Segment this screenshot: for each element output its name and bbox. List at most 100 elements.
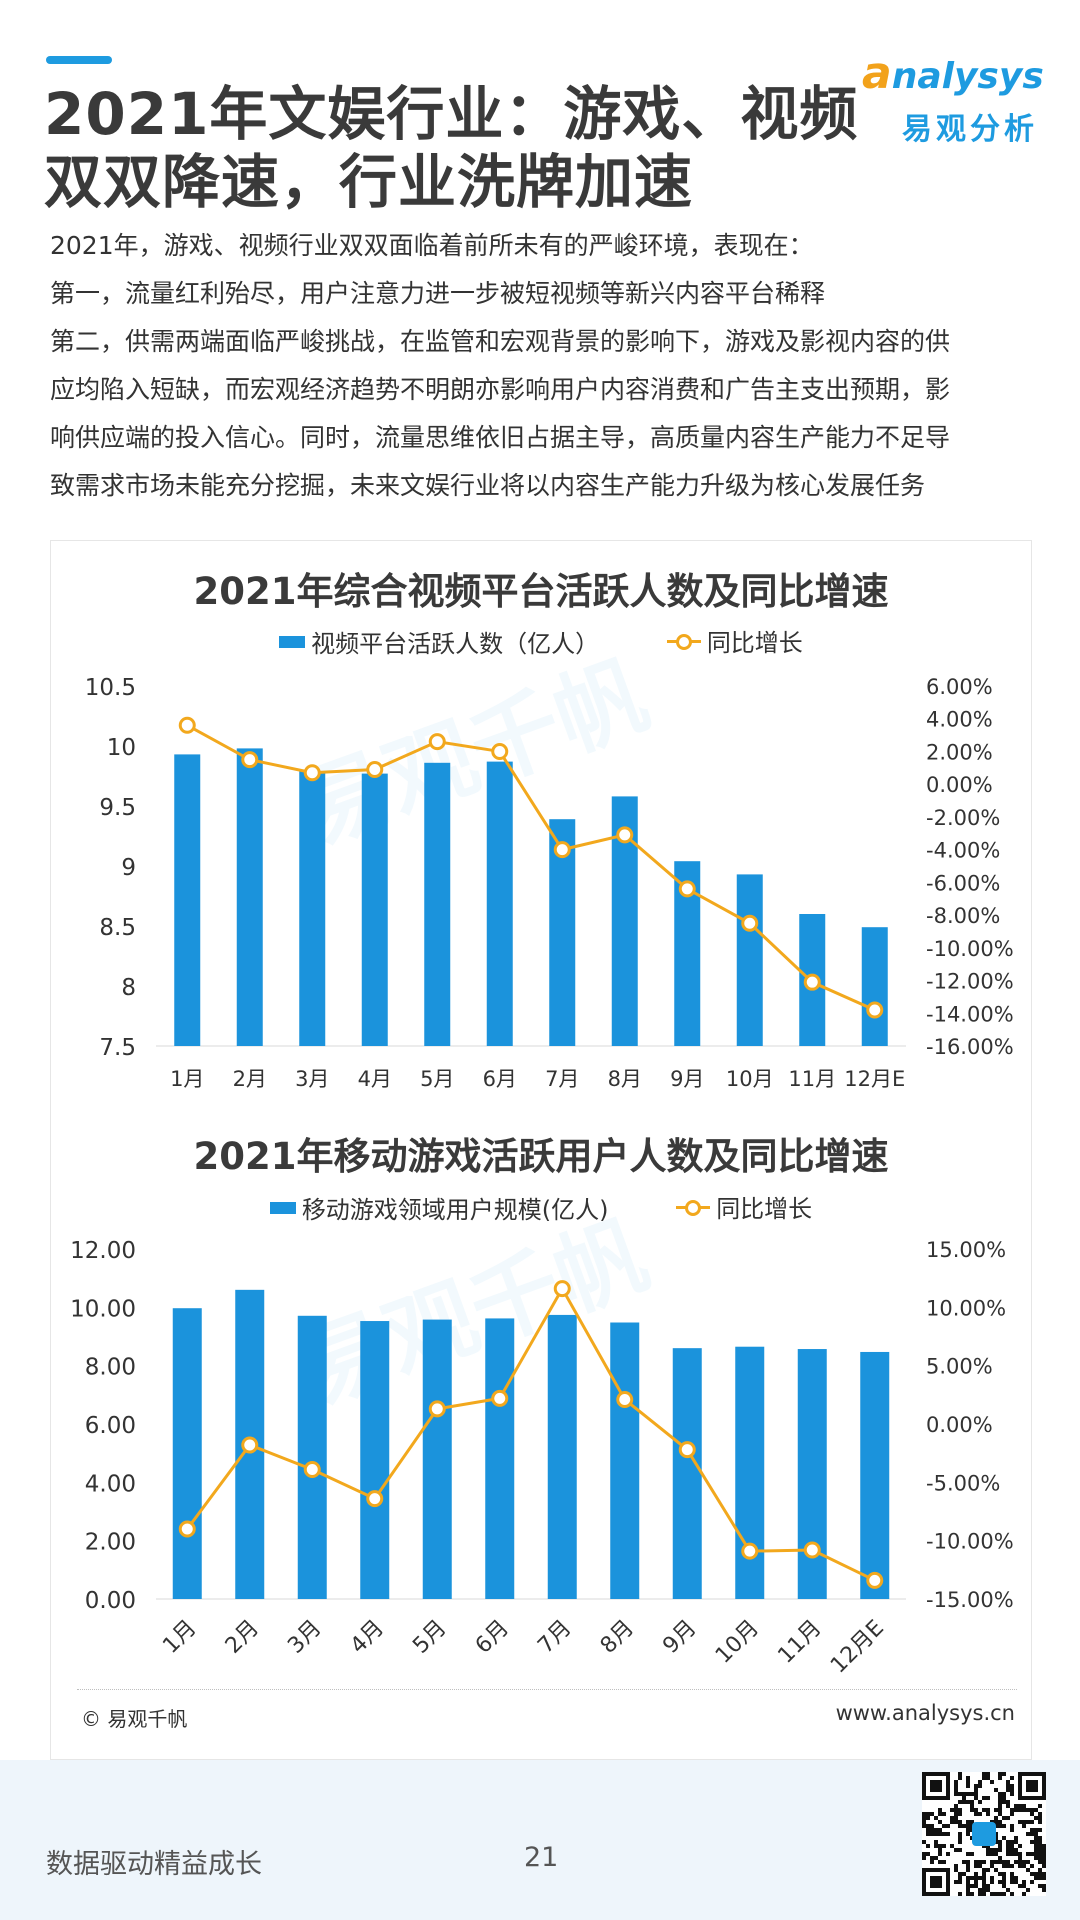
qr-module <box>1018 1856 1022 1860</box>
chart2-left-tick-label: 4.00 <box>85 1471 136 1497</box>
qr-module <box>1042 1884 1046 1888</box>
qr-module <box>1034 1808 1038 1812</box>
qr-module <box>1038 1812 1042 1816</box>
qr-module <box>954 1864 958 1868</box>
qr-module <box>1034 1876 1038 1880</box>
qr-module <box>998 1824 1002 1828</box>
qr-module <box>922 1812 926 1816</box>
qr-module <box>1022 1804 1026 1808</box>
qr-module <box>1010 1824 1014 1828</box>
chart1-growth-point <box>428 733 446 751</box>
chart2-bar <box>360 1321 390 1599</box>
qr-module <box>998 1808 1002 1812</box>
qr-module <box>1034 1840 1038 1844</box>
qr-module <box>1006 1848 1010 1852</box>
qr-module <box>1010 1848 1014 1852</box>
qr-module <box>926 1852 930 1856</box>
chart1-growth-point <box>178 716 196 734</box>
page-number: 21 <box>524 1842 559 1873</box>
chart2-right-tick-label: -15.00% <box>926 1588 1014 1612</box>
qr-module <box>978 1812 982 1816</box>
qr-finder-pattern <box>930 1780 942 1792</box>
intro-text: 2021年，游戏、视频行业双双面临着前所未有的严峻环境，表现在： 第一，流量红利… <box>50 222 1030 510</box>
qr-module <box>982 1808 986 1812</box>
chart1-right-tick-label: -16.00% <box>926 1035 1014 1059</box>
chart1-title: 2021年综合视频平台活跃人数及同比增速 <box>193 570 889 613</box>
qr-module <box>998 1820 1002 1824</box>
chart2-left-tick-label: 6.00 <box>85 1413 136 1439</box>
qr-module <box>994 1820 998 1824</box>
qr-module <box>1014 1808 1018 1812</box>
qr-module <box>990 1852 994 1856</box>
qr-module <box>1002 1836 1006 1840</box>
qr-module <box>962 1796 966 1800</box>
qr-module <box>1006 1784 1010 1788</box>
qr-module <box>1026 1832 1030 1836</box>
qr-module <box>990 1848 994 1852</box>
chart2-left-tick-label: 0.00 <box>85 1588 136 1614</box>
qr-module <box>1034 1848 1038 1852</box>
chart1-bar <box>424 762 451 1046</box>
qr-module <box>938 1860 942 1864</box>
chart-panel: 易观千帆 易观千帆 2021年综合视频平台活跃人数及同比增速 视频平台活跃人数（… <box>50 540 1032 1760</box>
qr-module <box>938 1848 942 1852</box>
chart2-category-label: 5月 <box>408 1616 451 1659</box>
qr-module <box>998 1880 1002 1884</box>
qr-module <box>994 1808 998 1812</box>
qr-module <box>922 1824 926 1828</box>
chart1-bar <box>736 874 763 1046</box>
qr-module <box>982 1776 986 1780</box>
chart1-bar <box>486 761 513 1046</box>
qr-module <box>1002 1772 1006 1776</box>
qr-module <box>938 1852 942 1856</box>
qr-module <box>1014 1880 1018 1884</box>
qr-module <box>962 1860 966 1864</box>
chart1-left-tick-label: 7.5 <box>99 1035 136 1061</box>
qr-module <box>938 1808 942 1812</box>
website-link[interactable]: www.analysys.cn <box>835 1701 1015 1725</box>
qr-module <box>934 1840 938 1844</box>
qr-module <box>930 1828 934 1832</box>
qr-module <box>1038 1820 1042 1824</box>
qr-module <box>1030 1840 1034 1844</box>
chart1-right-tick-label: 2.00% <box>926 740 993 764</box>
qr-module <box>1042 1876 1046 1880</box>
qr-module <box>982 1888 986 1892</box>
chart1-bar <box>236 748 263 1046</box>
qr-module <box>990 1892 994 1896</box>
chart2-right-tick-label: 5.00% <box>926 1355 993 1379</box>
qr-module <box>1018 1804 1022 1808</box>
qr-module <box>958 1800 962 1804</box>
qr-center-logo <box>972 1822 996 1846</box>
qr-module <box>1026 1888 1030 1892</box>
qr-module <box>958 1820 962 1824</box>
chart2-category-label: 9月 <box>658 1616 701 1659</box>
qr-module <box>970 1800 974 1804</box>
qr-module <box>1018 1820 1022 1824</box>
chart2-bar <box>172 1308 202 1599</box>
qr-module <box>1038 1876 1042 1880</box>
chart2-right-tick-label: 0.00% <box>926 1413 993 1437</box>
qr-module <box>942 1824 946 1828</box>
qr-module <box>966 1780 970 1784</box>
qr-module <box>1018 1844 1022 1848</box>
qr-module <box>1014 1860 1018 1864</box>
qr-module <box>954 1816 958 1820</box>
copyright: © 易观千帆 <box>81 1707 188 1731</box>
qr-module <box>998 1792 1002 1796</box>
qr-module <box>974 1784 978 1788</box>
qr-module <box>994 1852 998 1856</box>
qr-module <box>1006 1840 1010 1844</box>
qr-module <box>946 1852 950 1856</box>
qr-module <box>922 1856 926 1860</box>
chart2-right-tick-label: -10.00% <box>926 1530 1014 1554</box>
qr-module <box>1006 1864 1010 1868</box>
chart1-left-tick-label: 9 <box>121 855 136 881</box>
qr-module <box>1002 1824 1006 1828</box>
qr-module <box>930 1832 934 1836</box>
analysys-logo: analysys 易观分析 <box>862 48 1058 148</box>
qr-module <box>1010 1864 1014 1868</box>
qr-module <box>938 1820 942 1824</box>
qr-module <box>966 1880 970 1884</box>
qr-module <box>1034 1816 1038 1820</box>
